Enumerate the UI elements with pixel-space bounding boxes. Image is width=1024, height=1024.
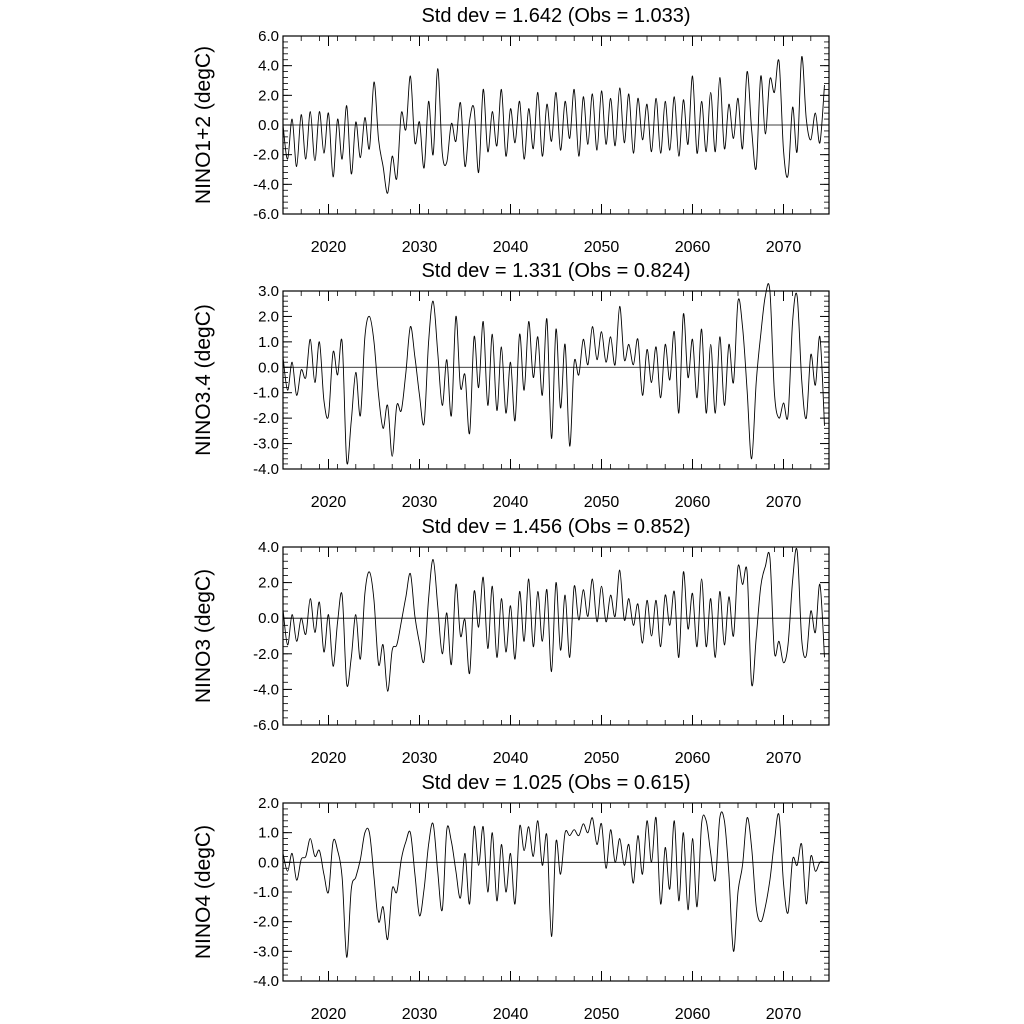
y-tick-label: -4.0 — [253, 973, 279, 990]
x-tick-label: 2050 — [584, 1006, 620, 1023]
y-tick-label: 6.0 — [258, 28, 279, 45]
y-tick-label: -2.0 — [253, 914, 279, 931]
y-tick-label: -2.0 — [253, 410, 279, 427]
y-tick-label: 0.0 — [258, 359, 279, 376]
x-tick-label: 2020 — [311, 239, 347, 256]
chart-title: Std dev = 1.456 (Obs = 0.852) — [421, 516, 690, 538]
chart-panel-2: -4.0 -3.0 -2.0 -1.0 0.0 1.0 2.0 3.0 2020 2030 2040… — [192, 260, 830, 511]
y-tick-label: -6.0 — [253, 717, 279, 734]
series-line — [282, 811, 825, 958]
series-line — [282, 283, 825, 465]
x-tick-label: 2020 — [311, 750, 347, 767]
y-tick-label: -3.0 — [253, 943, 279, 960]
y-tick-label: 1.0 — [258, 334, 279, 351]
y-axis-label: NINO3.4 (degC) — [192, 304, 215, 456]
x-tick-label: 2070 — [766, 239, 802, 256]
x-tick-label: 2050 — [584, 239, 620, 256]
x-tick-label: 2040 — [493, 239, 529, 256]
y-tick-label: -4.0 — [253, 681, 279, 698]
y-tick-label: 1.0 — [258, 825, 279, 842]
series-line — [282, 547, 825, 692]
x-tick-label: 2060 — [675, 494, 711, 511]
x-tick-label: 2060 — [675, 750, 711, 767]
chart-title: Std dev = 1.642 (Obs = 1.033) — [421, 5, 690, 27]
x-tick-label: 2040 — [493, 750, 529, 767]
y-tick-label: -1.0 — [253, 884, 279, 901]
chart-panel-1: -6.0 -4.0 -2.0 0.0 2.0 4.0 6.0 2020 2030 2040 2050… — [192, 5, 830, 256]
y-tick-label: -1.0 — [253, 385, 279, 402]
x-tick-label: 2030 — [402, 239, 438, 256]
chart-title: Std dev = 1.025 (Obs = 0.615) — [421, 772, 690, 794]
y-tick-label: 4.0 — [258, 58, 279, 75]
y-tick-label: -6.0 — [253, 206, 279, 223]
y-tick-label: 0.0 — [258, 854, 279, 871]
y-tick-label: -4.0 — [253, 176, 279, 193]
y-axis-label: NINO1+2 (degC) — [192, 46, 215, 204]
x-tick-label: 2070 — [766, 1006, 802, 1023]
y-tick-label: -3.0 — [253, 436, 279, 453]
x-tick-label: 2070 — [766, 494, 802, 511]
series-line — [282, 56, 825, 194]
y-tick-label: 4.0 — [258, 539, 279, 556]
x-tick-label: 2040 — [493, 1006, 529, 1023]
x-tick-label: 2070 — [766, 750, 802, 767]
chart-title: Std dev = 1.331 (Obs = 0.824) — [421, 260, 690, 282]
y-axis-label: NINO3 (degC) — [192, 569, 215, 703]
y-tick-label: 2.0 — [258, 87, 279, 104]
x-tick-label: 2020 — [311, 494, 347, 511]
x-tick-label: 2050 — [584, 750, 620, 767]
plot-frame — [282, 802, 830, 982]
y-axis-label: NINO4 (degC) — [192, 825, 215, 959]
x-tick-label: 2030 — [402, 1006, 438, 1023]
y-tick-label: 2.0 — [258, 308, 279, 325]
y-tick-label: -4.0 — [253, 461, 279, 478]
plot-frame — [282, 290, 830, 470]
chart-panel-3: -6.0 -4.0 -2.0 0.0 2.0 4.0 2020 2030 2040 2050 206… — [192, 516, 830, 767]
x-tick-label: 2060 — [675, 1006, 711, 1023]
x-tick-label: 2020 — [311, 1006, 347, 1023]
y-tick-label: -2.0 — [253, 646, 279, 663]
x-tick-label: 2050 — [584, 494, 620, 511]
y-tick-label: -2.0 — [253, 147, 279, 164]
y-tick-label: 3.0 — [258, 283, 279, 300]
chart-panel-4: -4.0 -3.0 -2.0 -1.0 0.0 1.0 2.0 2020 2030 2040 205… — [192, 772, 830, 1023]
y-tick-label: 0.0 — [258, 117, 279, 134]
x-tick-label: 2030 — [402, 750, 438, 767]
x-tick-label: 2030 — [402, 494, 438, 511]
y-tick-label: 0.0 — [258, 610, 279, 627]
y-tick-label: 2.0 — [258, 575, 279, 592]
y-tick-label: 2.0 — [258, 795, 279, 812]
x-tick-label: 2040 — [493, 494, 529, 511]
x-tick-label: 2060 — [675, 239, 711, 256]
